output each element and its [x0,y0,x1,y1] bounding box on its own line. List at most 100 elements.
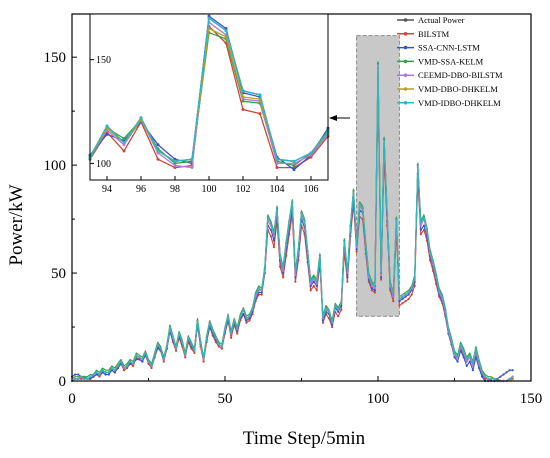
y-tick-label: 50 [51,266,66,282]
data-point [272,235,276,238]
legend-item: Actual Power [397,15,465,25]
legend-label: BILSTM [418,29,450,39]
data-point [236,330,239,333]
x-tick-label: 100 [367,391,390,407]
y-tick-label: 0 [59,374,67,390]
legend-marker [403,73,408,77]
inset-series-group [88,14,330,172]
data-point [392,295,395,298]
data-point [269,235,272,238]
data-point [245,321,248,324]
inset-data-point [241,107,245,111]
inset-data-point [241,95,245,99]
legend: Actual Power BILSTM SSA-CNN-LSTM VMD-SSA-KE… [397,15,503,108]
inset-data-point [105,124,109,128]
data-point [132,364,135,367]
data-point [398,304,401,307]
data-point [474,356,478,359]
data-point [465,360,468,363]
inset-data-point [173,159,177,163]
data-point [401,297,404,301]
inset-x-tick-label: 98 [170,184,180,195]
data-point [217,345,220,348]
legend-label: VMD-SSA-KELM [418,56,484,66]
data-point [321,319,325,322]
inset-data-point [156,151,160,155]
data-point [419,228,422,231]
data-point [370,289,373,292]
inset-data-point [292,161,296,165]
data-point [309,282,312,285]
legend-label: VMD-DBO-DHKELM [418,84,498,94]
data-point [340,308,343,311]
data-point [278,265,282,268]
data-point [331,325,334,329]
data-point [236,332,239,335]
data-point [465,364,468,367]
main-series-group [70,60,514,383]
inset-data-point [292,163,296,167]
legend-marker [403,101,408,105]
inset-data-point [292,159,296,163]
data-point [260,293,263,296]
inset-y-tick-label: 150 [96,55,111,66]
data-point [468,360,471,363]
data-point [401,302,404,305]
data-point [95,373,98,376]
inset-x-tick-label: 102 [236,184,251,195]
inset-data-point [122,143,126,147]
inset-data-point [309,153,313,157]
zoom-arrow-head [329,115,337,121]
data-point [346,280,349,283]
data-point [404,295,407,298]
data-point [315,289,318,292]
data-point [321,321,325,324]
inset-background [90,14,328,180]
data-point [392,300,395,303]
legend-item: BILSTM [397,29,450,39]
data-point [505,371,508,374]
data-point [477,366,481,370]
data-point [480,375,484,378]
data-point [282,269,285,272]
data-point [410,293,413,296]
data-point [138,358,141,361]
data-point [125,366,129,370]
inset-data-point [224,35,228,39]
series-vmd-idbo-dhkelm [71,63,513,382]
data-point [248,319,251,322]
legend-label: SSA-CNN-LSTM [418,43,480,53]
inset-x-tick-label: 106 [304,184,319,195]
data-point [346,276,349,279]
data-point [373,287,377,290]
data-point [122,369,126,372]
data-point [260,291,263,294]
data-point [502,373,505,376]
data-point [508,369,511,372]
data-point [174,349,178,352]
data-point [294,276,297,279]
data-point [230,336,233,339]
data-point [379,276,383,279]
data-point [92,375,95,378]
legend-marker [403,45,408,50]
legend-label: VMD-IDBO-DHKELM [418,98,501,108]
inset-data-point [122,149,126,153]
inset-data-point [156,143,160,147]
data-point [398,300,401,303]
inset-data-point [275,161,279,165]
data-point [471,364,474,367]
legend-marker [403,18,408,22]
legend-item: VMD-DBO-DHKELM [397,84,498,94]
data-point [107,373,110,376]
x-tick-label: 0 [68,391,76,407]
data-point [294,280,297,283]
data-point [413,284,416,288]
data-point [202,360,205,363]
data-point [419,224,422,227]
data-point [355,248,358,251]
inset-data-point [156,157,160,161]
data-point [135,358,138,361]
data-point [499,375,502,378]
data-point [184,356,187,359]
